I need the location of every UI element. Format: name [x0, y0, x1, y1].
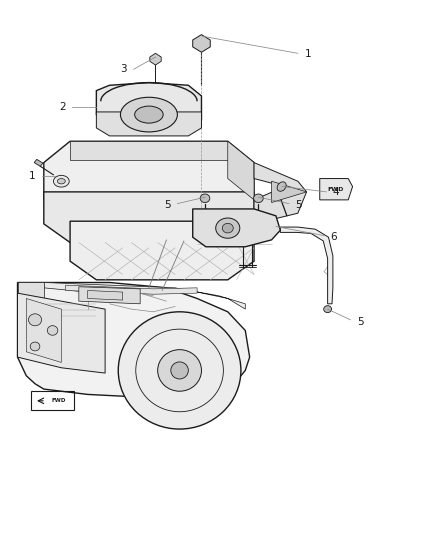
Polygon shape: [18, 282, 250, 397]
Polygon shape: [26, 298, 61, 362]
Ellipse shape: [216, 218, 240, 238]
Ellipse shape: [30, 342, 40, 351]
Polygon shape: [96, 83, 201, 132]
Ellipse shape: [28, 310, 50, 329]
Polygon shape: [254, 163, 307, 224]
Polygon shape: [44, 192, 254, 243]
Ellipse shape: [324, 306, 332, 312]
Polygon shape: [193, 209, 280, 247]
Text: 5: 5: [296, 200, 302, 210]
Ellipse shape: [171, 362, 188, 379]
Ellipse shape: [57, 179, 65, 184]
Polygon shape: [34, 159, 43, 166]
Ellipse shape: [21, 304, 58, 336]
Polygon shape: [193, 35, 210, 52]
Text: 3: 3: [120, 64, 127, 74]
Ellipse shape: [254, 194, 263, 203]
Polygon shape: [150, 53, 161, 65]
Ellipse shape: [118, 312, 241, 429]
Ellipse shape: [120, 97, 177, 132]
Text: 5: 5: [357, 317, 364, 327]
Polygon shape: [18, 293, 105, 373]
Polygon shape: [272, 181, 307, 203]
Ellipse shape: [28, 314, 42, 326]
Polygon shape: [18, 282, 44, 357]
Text: 1: 1: [28, 171, 35, 181]
Text: FWD: FWD: [327, 187, 343, 192]
Polygon shape: [66, 285, 197, 294]
Ellipse shape: [200, 194, 210, 203]
Polygon shape: [79, 287, 140, 304]
Polygon shape: [228, 141, 254, 200]
Text: 5: 5: [164, 200, 171, 210]
Ellipse shape: [135, 106, 163, 123]
Text: 6: 6: [331, 232, 337, 242]
Text: 1: 1: [304, 50, 311, 59]
Polygon shape: [44, 282, 245, 309]
Polygon shape: [320, 179, 353, 200]
Text: 4: 4: [332, 187, 339, 197]
Polygon shape: [96, 112, 201, 136]
Polygon shape: [280, 227, 333, 304]
Ellipse shape: [47, 326, 58, 335]
Text: 2: 2: [59, 102, 66, 111]
Ellipse shape: [158, 350, 201, 391]
Polygon shape: [44, 141, 254, 221]
Ellipse shape: [53, 175, 69, 187]
Polygon shape: [70, 141, 228, 160]
Polygon shape: [88, 290, 123, 300]
Ellipse shape: [223, 223, 233, 233]
Ellipse shape: [277, 182, 286, 191]
Polygon shape: [70, 221, 254, 280]
Text: FWD: FWD: [52, 398, 66, 403]
